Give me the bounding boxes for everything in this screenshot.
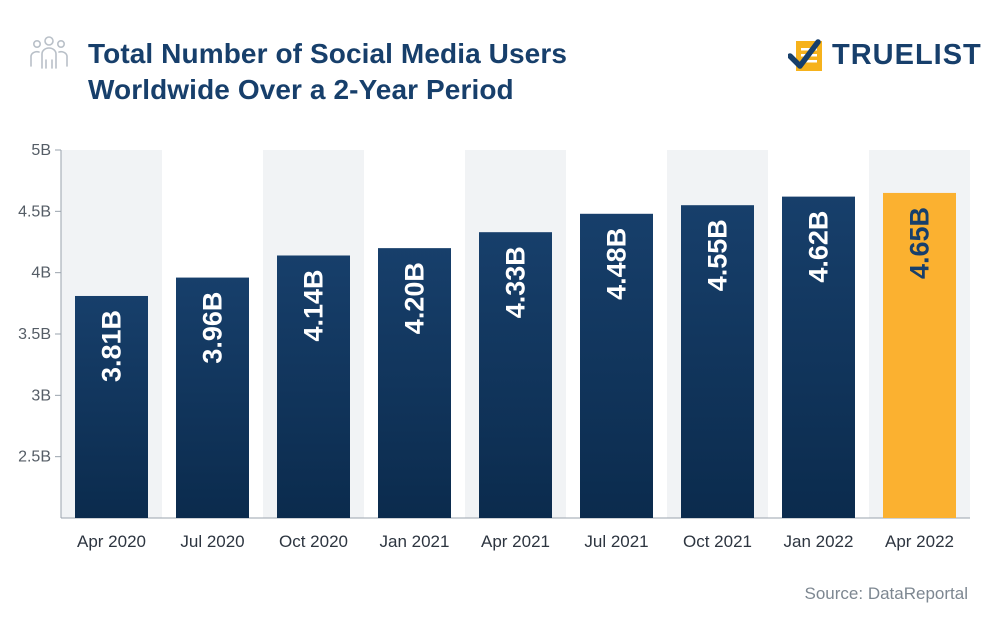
bar-value-label: 4.55B xyxy=(703,219,733,291)
y-tick-label: 2.5B xyxy=(18,449,51,466)
x-category-label: Oct 2021 xyxy=(683,532,752,551)
bar xyxy=(378,248,451,518)
truelist-logo: TRUELIST xyxy=(788,36,981,76)
x-category-label: Apr 2021 xyxy=(481,532,550,551)
bar-value-label: 4.65B xyxy=(905,207,935,279)
chart-title: Total Number of Social Media Users World… xyxy=(88,36,567,108)
logo-text: TRUELIST xyxy=(832,39,982,71)
checklist-icon xyxy=(788,39,822,71)
x-category-label: Jul 2020 xyxy=(180,532,244,551)
x-category-label: Apr 2020 xyxy=(77,532,146,551)
bar-value-label: 4.20B xyxy=(400,262,430,334)
bar xyxy=(176,277,249,518)
y-tick-label: 4.5B xyxy=(18,203,51,220)
y-tick-label: 3.5B xyxy=(18,326,51,343)
bar-value-label: 4.14B xyxy=(299,269,329,341)
x-category-label: Jan 2021 xyxy=(380,532,450,551)
x-category-label: Jan 2022 xyxy=(784,532,854,551)
source-note: Source: DataReportal xyxy=(804,584,968,603)
title-line-1: Total Number of Social Media Users xyxy=(88,38,567,69)
bar xyxy=(681,205,754,518)
bar-value-label: 3.81B xyxy=(97,310,127,382)
bar-value-label: 4.33B xyxy=(501,246,531,318)
y-tick-label: 5B xyxy=(31,142,51,159)
bar-value-label: 4.48B xyxy=(602,228,632,300)
bar xyxy=(75,295,148,518)
x-category-label: Oct 2020 xyxy=(279,532,348,551)
bar xyxy=(580,213,653,518)
bar xyxy=(782,196,855,518)
y-tick-label: 4B xyxy=(31,265,51,282)
bar xyxy=(479,232,552,518)
title-line-2: Worldwide Over a 2-Year Period xyxy=(88,74,514,105)
people-icon xyxy=(30,36,68,69)
bar-value-label: 4.62B xyxy=(804,211,834,283)
x-category-label: Apr 2022 xyxy=(885,532,954,551)
bar-highlight xyxy=(883,192,956,518)
y-tick-label: 3B xyxy=(31,387,51,404)
bar-chart: 2.5B 3B 3.5B 4B 4.5B 5B 3.81B 3.96B 4.14B 4.20B 4… xyxy=(18,142,970,551)
x-category-label: Jul 2021 xyxy=(584,532,648,551)
bar-value-label: 3.96B xyxy=(198,292,228,364)
bar xyxy=(277,255,350,518)
